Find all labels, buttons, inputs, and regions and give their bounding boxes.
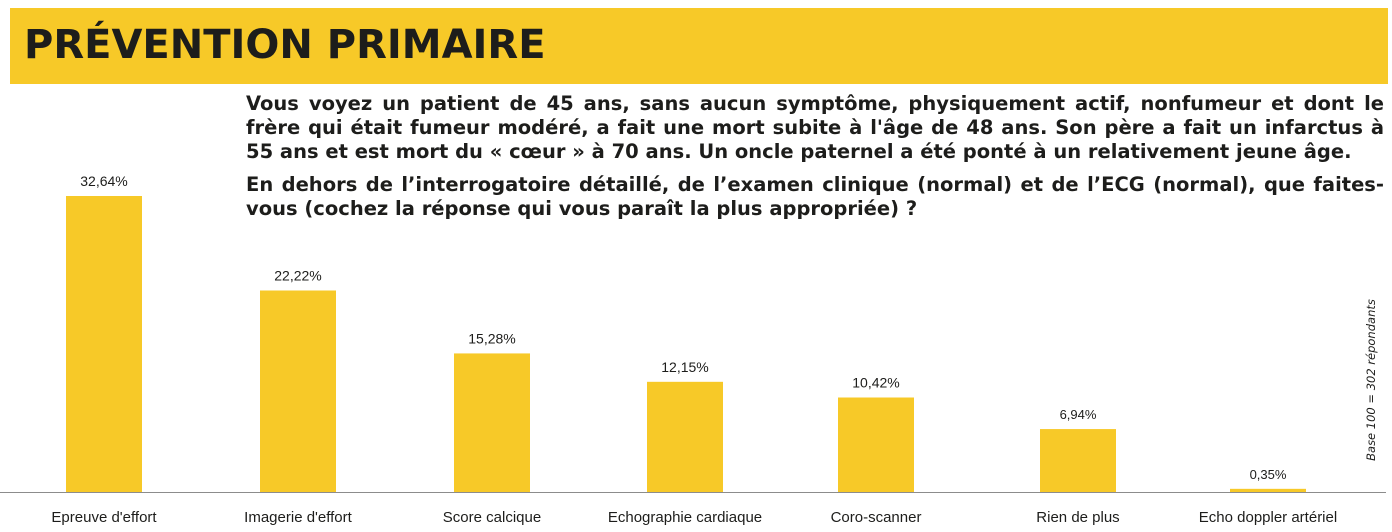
data-label: 32,64% — [80, 173, 127, 189]
question-paragraph-2: En dehors de l’interrogatoire détaillé, … — [246, 173, 1384, 220]
bar — [647, 381, 723, 492]
page-title: PRÉVENTION PRIMAIRE — [24, 22, 546, 68]
bar — [1230, 488, 1306, 492]
category-label: Score calcique — [443, 509, 541, 526]
data-label: 0,35% — [1250, 467, 1287, 482]
bar — [1040, 429, 1116, 492]
question-paragraph-1: Vous voyez un patient de 45 ans, sans au… — [246, 92, 1384, 163]
category-label: Echographie cardiaque — [608, 509, 762, 526]
base-note: Base 100 = 302 répondants — [1364, 299, 1378, 461]
category-label: Coro-scanner — [831, 509, 922, 526]
data-label: 15,28% — [468, 330, 515, 346]
bar — [260, 290, 336, 492]
category-label: Rien de plus — [1036, 509, 1119, 526]
title-banner: PRÉVENTION PRIMAIRE — [10, 8, 1388, 84]
category-label: Epreuve d'effort — [51, 509, 157, 526]
data-label: 6,94% — [1060, 407, 1097, 422]
bar — [66, 196, 142, 492]
bar — [838, 397, 914, 492]
data-label: 22,22% — [274, 267, 321, 283]
category-label: Echo doppler artériel — [1199, 509, 1337, 526]
data-label: 10,42% — [852, 375, 899, 391]
question-text: Vous voyez un patient de 45 ans, sans au… — [246, 92, 1384, 230]
data-label: 12,15% — [661, 359, 708, 375]
category-label: Imagerie d'effort — [244, 509, 352, 526]
bar — [454, 353, 530, 492]
